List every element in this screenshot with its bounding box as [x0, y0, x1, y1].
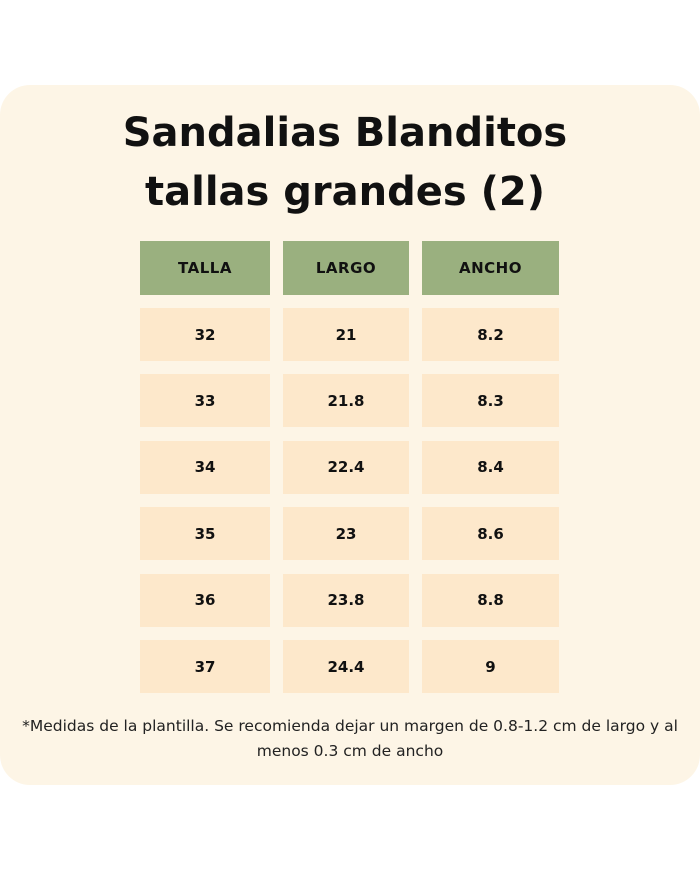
- table-cell: 32: [140, 308, 270, 361]
- table-cell: 21.8: [283, 374, 409, 428]
- footnote: *Medidas de la plantilla. Se recomienda …: [22, 717, 678, 760]
- table-cell: 8.3: [422, 374, 559, 428]
- table-cell: 36: [140, 573, 270, 627]
- table-cell: 23: [283, 507, 409, 561]
- table-cell: 8.6: [422, 507, 559, 561]
- header-cell: TALLA: [140, 241, 270, 295]
- table-cell: 35: [140, 507, 270, 561]
- table-cell: 23.8: [283, 573, 409, 627]
- table-cell: 33: [140, 374, 270, 428]
- title-line: tallas grandes (2): [145, 169, 545, 215]
- table-cell: 37: [140, 640, 270, 693]
- header-cell: ANCHO: [422, 241, 559, 295]
- table-cell: 8.2: [422, 308, 559, 361]
- table-cell: 21: [283, 308, 409, 361]
- table-cell: 9: [422, 640, 559, 693]
- title-line: Sandalias Blanditos: [122, 110, 568, 156]
- header-cell: LARGO: [283, 241, 409, 295]
- table-cell: 8.8: [422, 573, 559, 627]
- table-cell: 22.4: [283, 440, 409, 494]
- table-cell: 34: [140, 440, 270, 494]
- table-cell: 8.4: [422, 440, 559, 494]
- table-cell: 24.4: [283, 640, 409, 693]
